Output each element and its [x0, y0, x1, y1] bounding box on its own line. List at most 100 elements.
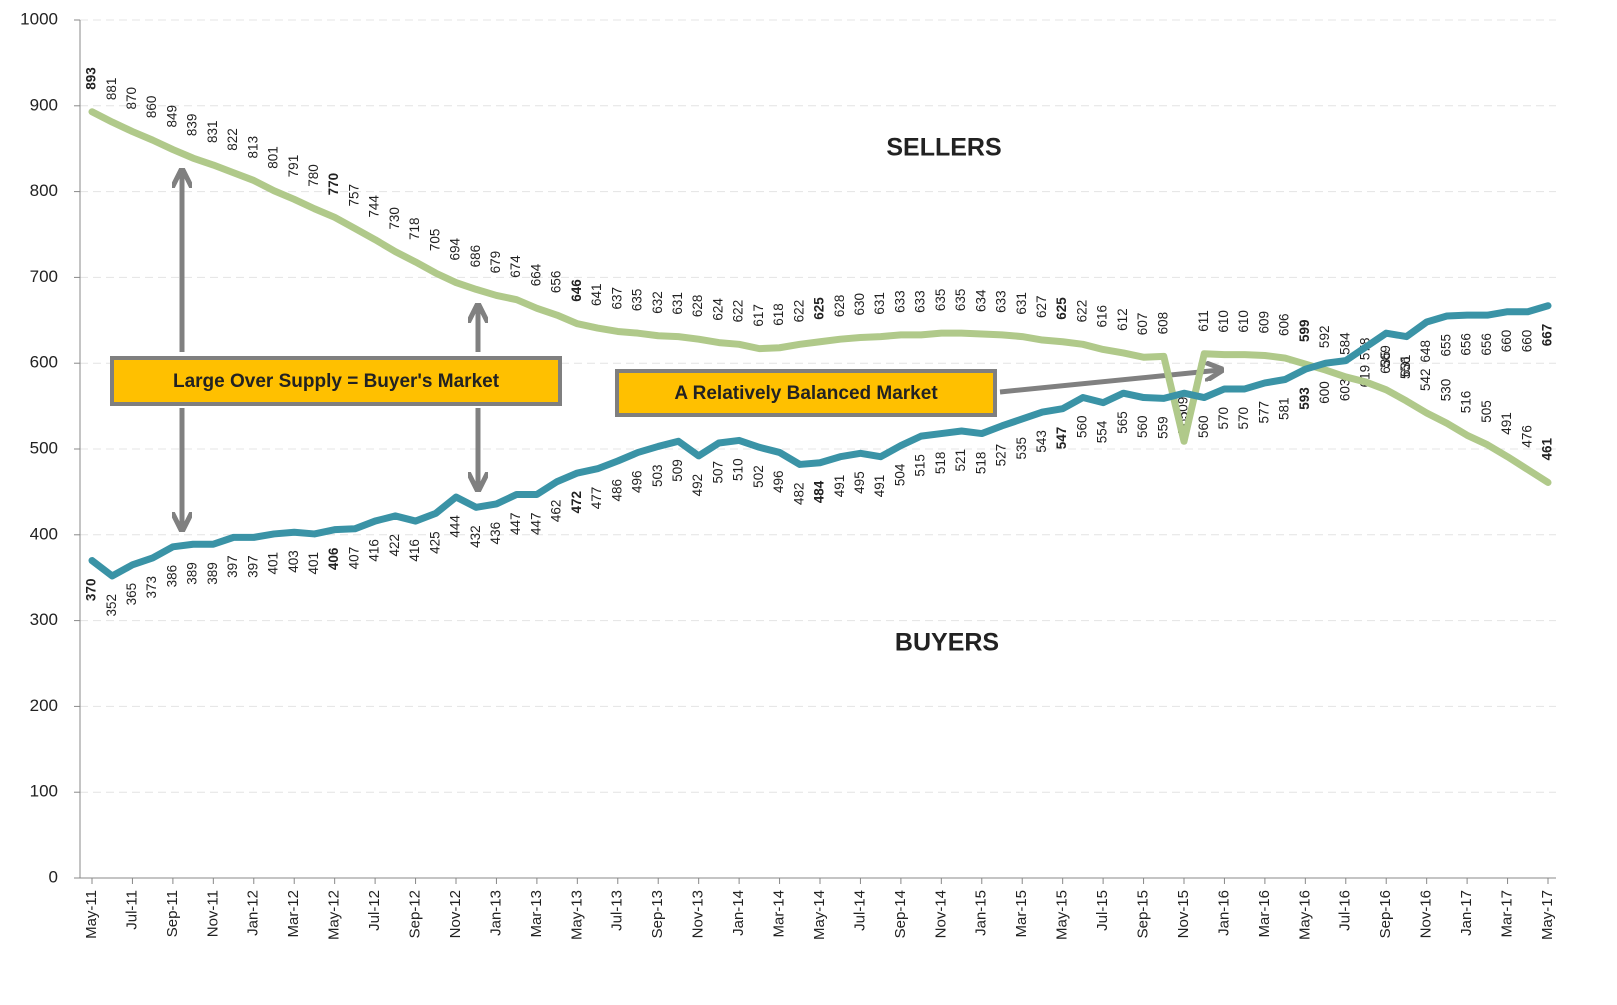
- data-label: 482: [791, 482, 806, 505]
- data-label: 600: [1317, 381, 1332, 404]
- x-tick-label: Nov-14: [932, 890, 949, 938]
- data-label: 730: [387, 207, 402, 230]
- data-label: 593: [1297, 387, 1312, 410]
- data-label: 416: [367, 539, 382, 562]
- data-label: 516: [1459, 391, 1474, 414]
- data-label: 893: [84, 67, 99, 90]
- data-label: 502: [751, 465, 766, 488]
- data-label: 521: [953, 449, 968, 472]
- x-tick-label: Mar-16: [1256, 890, 1273, 938]
- x-tick-label: Jan-13: [487, 890, 504, 936]
- data-label: 547: [1054, 427, 1069, 450]
- data-label: 617: [751, 304, 766, 327]
- data-label: 813: [245, 136, 260, 159]
- data-label: 432: [468, 525, 483, 548]
- data-label: 618: [771, 303, 786, 326]
- y-tick-label: 500: [30, 438, 58, 457]
- series-line: [88, 302, 1552, 580]
- data-label: 495: [852, 471, 867, 494]
- data-label: 648: [1418, 340, 1433, 363]
- data-label: 584: [1337, 332, 1352, 355]
- x-tick-label: Jul-11: [123, 890, 140, 930]
- data-label: 484: [812, 480, 827, 503]
- x-tick-label: May-14: [811, 890, 828, 940]
- x-tick-label: Jan-14: [730, 890, 747, 936]
- y-tick-label: 1000: [20, 9, 58, 28]
- x-tick-label: Nov-15: [1175, 890, 1192, 938]
- x-tick-label: Jul-14: [851, 890, 868, 931]
- data-label: 397: [245, 555, 260, 578]
- data-label: 603: [1337, 379, 1352, 402]
- data-label: 849: [164, 105, 179, 128]
- x-tick-label: May-16: [1296, 890, 1313, 940]
- data-label: 694: [448, 238, 463, 261]
- annotation-box: [615, 369, 997, 417]
- data-label: 631: [872, 292, 887, 315]
- data-label: 791: [286, 155, 301, 178]
- y-tick-label: 200: [30, 696, 58, 715]
- data-label: 631: [1014, 292, 1029, 315]
- data-label: 554: [1095, 420, 1110, 443]
- y-tick-label: 400: [30, 524, 58, 543]
- data-label: 491: [1499, 412, 1514, 435]
- data-label: 608: [1155, 312, 1170, 335]
- data-label: 633: [913, 290, 928, 313]
- data-label: 870: [124, 87, 139, 110]
- x-tick-label: Jul-13: [609, 890, 626, 931]
- data-label: 624: [710, 298, 725, 321]
- data-label: 407: [346, 547, 361, 570]
- data-label: 491: [872, 475, 887, 498]
- series-line: [88, 108, 1552, 486]
- x-tick-label: May-15: [1054, 890, 1071, 940]
- x-tick-label: Mar-15: [1013, 890, 1030, 938]
- data-label: 560: [1074, 416, 1089, 439]
- data-label: 535: [1014, 437, 1029, 460]
- x-tick-label: Sep-12: [407, 890, 424, 938]
- x-tick-label: Mar-12: [285, 890, 302, 938]
- data-label: 389: [205, 562, 220, 585]
- data-label: 505: [1479, 400, 1494, 423]
- annotation: A Relatively Balanced Market: [674, 383, 938, 404]
- data-label: 492: [690, 474, 705, 497]
- data-label: 565: [1115, 411, 1130, 434]
- data-label: 622: [791, 300, 806, 323]
- data-label: 609: [1256, 311, 1271, 334]
- data-label: 510: [731, 458, 746, 481]
- data-label: 462: [549, 500, 564, 523]
- data-label: 646: [569, 279, 584, 302]
- data-label: 674: [508, 255, 523, 278]
- data-label: 660: [1519, 330, 1534, 353]
- data-label: 616: [1095, 305, 1110, 328]
- x-tick-label: May-13: [568, 890, 585, 940]
- y-tick-label: 800: [30, 181, 58, 200]
- data-label: 822: [225, 128, 240, 151]
- data-label: 633: [892, 290, 907, 313]
- x-tick-label: Nov-12: [447, 890, 464, 938]
- y-tick-label: 700: [30, 267, 58, 286]
- data-label: 507: [710, 461, 725, 484]
- data-label: 486: [609, 479, 624, 502]
- x-tick-label: Jan-17: [1458, 890, 1475, 936]
- y-tick-label: 900: [30, 95, 58, 114]
- data-label: 622: [1074, 300, 1089, 323]
- data-label: 422: [387, 534, 402, 557]
- data-label: 425: [427, 531, 442, 554]
- data-label: 770: [326, 173, 341, 196]
- data-label: 416: [407, 539, 422, 562]
- data-label: 801: [266, 146, 281, 169]
- data-label: 860: [144, 96, 159, 119]
- data-label: 365: [124, 583, 139, 606]
- data-label: 373: [144, 576, 159, 599]
- x-tick-label: Sep-13: [649, 890, 666, 938]
- x-tick-label: Mar-14: [771, 890, 788, 938]
- x-tick-label: Jul-12: [366, 890, 383, 931]
- data-label: 667: [1540, 324, 1555, 347]
- data-label: 628: [832, 295, 847, 318]
- x-tick-label: Sep-11: [164, 890, 181, 937]
- x-tick-label: Sep-14: [892, 890, 909, 938]
- arrow: [999, 370, 1220, 395]
- series-name: BUYERS: [895, 629, 999, 657]
- data-label: 581: [1277, 398, 1292, 421]
- data-label: 780: [306, 164, 321, 187]
- data-label: 599: [1297, 320, 1312, 343]
